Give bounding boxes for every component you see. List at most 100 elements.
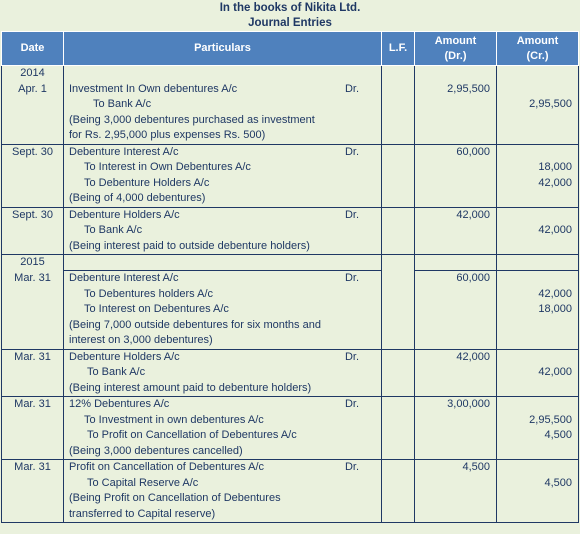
debit-account: 12% Debentures A/c [69,398,170,410]
dr-amount: 42,000 [456,350,490,363]
entry-cr-amount: 42,000 [496,206,579,255]
year-row: 2014 [1,65,579,82]
credit-account: To Bank A/c [93,98,152,110]
entry-date: Mar. 31 [1,459,64,523]
entry-lf [381,270,415,349]
entry-date: Mar. 31 [1,348,64,397]
header-row: Date Particulars L.F. Amount (Dr.) Amoun… [1,31,579,66]
header-amount-cr-line1: Amount [516,34,559,47]
cr-amount: 4,500 [544,476,572,489]
dr-mark: Dr. [344,461,359,473]
dr-amount: 60,000 [456,272,490,284]
dr-amount: 42,000 [456,208,490,221]
journal-entry: Mar. 31 Profit on Cancellation of Debent… [1,459,579,523]
credit-account: To Bank A/c [84,224,143,236]
credit-account: To Debentures holders A/c [84,287,214,300]
header-amount-dr-line1: Amount [434,34,477,47]
journal-entry: Apr. 1 Investment In Own debentures A/c … [1,81,579,144]
date-text: Mar. 31 [14,271,51,284]
header-amount-dr: Amount (Dr.) [414,31,497,66]
header-date: Date [1,31,64,66]
credit-account: To Investment in own debentures A/c [84,413,264,426]
debit-account: Debenture Interest A/c [69,272,179,284]
entry-particulars: Investment In Own debentures A/c Dr. To … [63,81,382,144]
date-text: Sept. 30 [12,208,53,221]
cr-amount: 42,000 [538,224,572,236]
entry-dr-amount: 42,000 [414,348,497,397]
entry-date: Apr. 1 [1,81,64,144]
debit-account: Debenture Holders A/c [69,350,180,363]
year-row: 2015 [1,254,579,271]
date-text: Sept. 30 [12,145,53,158]
narration: (Being Profit on Cancellation of Debentu… [69,492,281,504]
entry-lf [381,459,415,523]
journal-entry: Mar. 31 Debenture Holders A/c Dr. To Ban… [1,348,579,397]
header-particulars: Particulars [63,31,382,66]
entry-particulars: Profit on Cancellation of Debentures A/c… [63,459,382,523]
date-text: Mar. 31 [14,461,51,473]
narration: (Being interest amount paid to debenture… [69,381,312,394]
cr-amount: 2,95,500 [529,413,572,426]
journal-entry: Mar. 31 12% Debentures A/c Dr. To Invest… [1,396,579,460]
dr-mark: Dr. [344,350,359,363]
debit-account: Profit on Cancellation of Debentures A/c [69,461,265,473]
date-text: Mar. 31 [14,350,51,363]
entry-date: Mar. 31 [1,270,64,349]
entry-dr-amount: 4,500 [414,459,497,523]
narration: (Being 3,000 debentures cancelled) [69,444,243,457]
dr-mark: Dr. [344,208,359,221]
cr-amount: 18,000 [538,303,572,315]
narration: for Rs. 2,95,000 plus expenses Rs. 500) [69,129,266,141]
entry-cr-amount: 42,000 18,000 [496,270,579,349]
entry-dr-amount: 42,000 [414,206,497,255]
year-label: 2014 [20,67,45,79]
dr-amount: 4,500 [462,461,490,473]
journal-entry: Sept. 30 Debenture Holders A/c Dr. To Ba… [1,206,579,255]
entry-lf [381,143,415,207]
entry-date: Sept. 30 [1,206,64,255]
entry-cr-amount: 18,000 42,000 [496,143,579,207]
date-text: Apr. 1 [18,82,47,95]
narration: (Being 7,000 outside debentures for six … [69,318,321,331]
header-amount-dr-line2: (Dr.) [444,49,467,62]
credit-account: To Debenture Holders A/c [84,176,210,189]
header-amount-cr-line2: (Cr.) [526,49,549,62]
credit-account: To Interest on Debentures A/c [84,303,229,315]
entry-particulars: Debenture Holders A/c Dr. To Bank A/c (B… [63,206,382,255]
header-amount-cr: Amount (Cr.) [496,31,579,66]
entry-dr-amount: 60,000 [414,270,497,349]
entry-dr-amount: 3,00,000 [414,396,497,460]
entry-cr-amount: 2,95,500 [496,81,579,144]
year-cell: 2015 [1,254,64,271]
document-title: In the books of Nikita Ltd. [219,2,361,14]
dr-amount: 2,95,500 [447,82,490,95]
entry-cr-amount: 4,500 [496,459,579,523]
entry-dr-amount: 60,000 [414,143,497,207]
journal-table: Date Particulars L.F. Amount (Dr.) Amoun… [1,31,579,523]
credit-account: To Capital Reserve A/c [87,476,199,489]
narration: transferred to Capital reserve) [69,507,216,520]
year-cell: 2014 [1,65,64,82]
credit-account: To Profit on Cancellation of Debentures … [87,429,297,441]
journal-entry: Sept. 30 Debenture Interest A/c Dr. To I… [1,143,579,207]
entry-date: Sept. 30 [1,143,64,207]
dr-amount: 3,00,000 [447,398,490,410]
entry-date: Mar. 31 [1,396,64,460]
narration: (Being interest paid to outside debentur… [69,239,310,252]
dr-mark: Dr. [344,82,359,95]
journal-entry: Mar. 31 Debenture Interest A/c Dr. To De… [1,270,579,349]
cr-amount: 42,000 [538,176,572,189]
dr-mark: Dr. [344,398,359,410]
narration: (Being of 4,000 debentures) [69,192,206,204]
date-text: Mar. 31 [14,398,51,410]
entry-lf [381,206,415,255]
entry-particulars: Debenture Interest A/c Dr. To Debentures… [63,270,382,349]
narration: (Being 3,000 debentures purchased as inv… [69,113,315,126]
entry-cr-amount: 42,000 [496,348,579,397]
entry-cr-amount: 2,95,500 4,500 [496,396,579,460]
entry-dr-amount: 2,95,500 [414,81,497,144]
year-label: 2015 [20,256,45,268]
entry-lf [381,348,415,397]
document-subtitle: Journal Entries [248,17,332,29]
cr-amount: 42,000 [538,366,572,378]
